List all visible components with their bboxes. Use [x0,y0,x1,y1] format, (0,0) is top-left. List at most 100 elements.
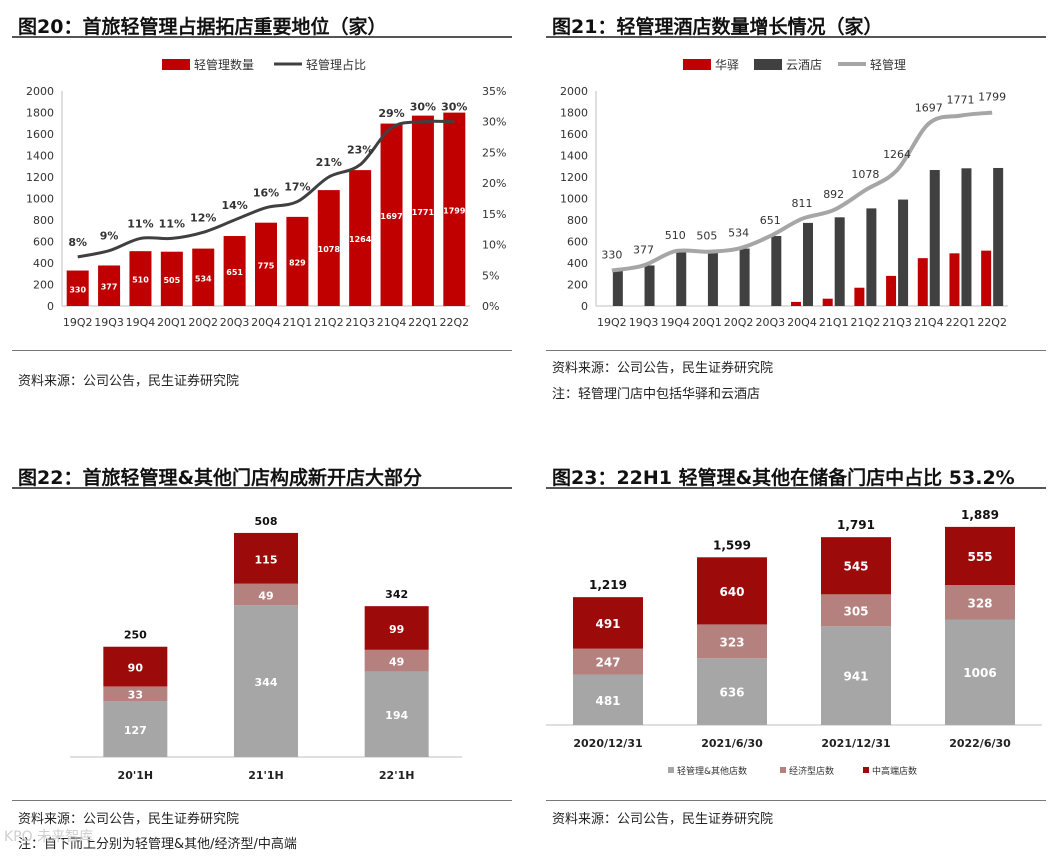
segment-value-label: 555 [967,550,992,564]
stack-segment [103,686,168,701]
segment-value-label: 1006 [963,666,996,680]
stack-segment [234,532,298,584]
stack-segment [945,526,1015,586]
segment-value-label: 127 [124,724,147,737]
y-tick-label: 1800 [560,107,588,120]
segment-value-label: 545 [843,560,868,574]
fig23-chart: 481 247 491 1,219 2020/12/31 636 323 640 1,599 20… [546,508,1042,777]
light-value-label: 534 [728,227,749,240]
light-value-label: 1697 [915,102,943,115]
segment-value-label: 49 [389,656,404,669]
bar-cloud [676,251,687,306]
total-label: 250 [124,629,147,642]
ratio-label: 14% [221,199,247,212]
segment-value-label: 344 [255,676,278,689]
x-tick-label: 19Q2 [63,316,93,329]
bar [98,265,121,306]
segment-value-label: 99 [389,623,404,636]
y-tick-label: 200 [567,279,588,292]
stack-segment [364,649,429,672]
ratio-label: 21% [316,156,342,169]
stack-segment [573,597,643,649]
segment-value-label: 305 [843,604,868,618]
legend-swatch-huayi [683,59,711,70]
legend-swatch-bar [162,59,190,70]
fig20-title: 图20：首旅轻管理占据拓店重要地位（家） [18,16,387,38]
fig20-bottom-rule [12,350,512,351]
segment-value-label: 115 [255,553,278,566]
bar [129,251,152,306]
bar-huayi [886,275,897,306]
y-tick-label: 1400 [26,150,54,163]
segment-value-label: 247 [595,656,620,670]
fig22-title: 图22：首旅轻管理&其他门店构成新开店大部分 [18,467,423,489]
legend-label: 经济型店数 [789,765,834,777]
segment-value-label: 640 [719,585,744,599]
x-tick-label: 20Q4 [787,316,817,329]
stack-segment [364,606,429,650]
y2-tick-label: 35% [482,85,506,98]
fig23-title: 图23：22H1 轻管理&其他在储备门店中占比 53.2% [552,467,1015,489]
y-tick-label: 400 [33,257,54,270]
ratio-label: 11% [159,217,185,230]
segment-value-label: 491 [595,617,620,631]
stack-segment [697,624,767,659]
bar [255,222,277,306]
segment-value-label: 49 [258,589,273,602]
bar-cloud [866,208,877,306]
stack-segment [364,671,429,757]
fig21-note: 注：轻管理门店中包括华驿和云酒店 [552,387,761,402]
bar-cloud [929,170,940,306]
total-label: 508 [255,515,278,528]
segment-value-label: 636 [719,686,744,700]
light-value-label: 651 [760,214,781,227]
legend-label-cloud: 云酒店 [786,58,822,72]
bar-value-label: 651 [226,268,243,277]
y-tick-label: 1000 [26,193,54,206]
stack-segment [697,658,767,725]
fig22-title-rule [12,487,512,489]
bar-value-label: 377 [101,283,118,292]
light-value-label: 330 [601,249,622,262]
legend-label: 轻管理&其他店数 [677,765,747,777]
light-line [611,110,993,273]
fig21-bottom-rule [546,350,1046,351]
bar [349,170,372,306]
bar-cloud [898,199,909,306]
total-label: 1,599 [713,538,751,552]
segment-value-label: 941 [843,670,868,684]
fig22-source: 资料来源：公司公告，民生证券研究院 [18,812,240,827]
stack-segment [103,646,168,687]
bar-value-label: 510 [132,276,149,285]
y-tick-label: 200 [33,279,54,292]
stack-segment [573,648,643,675]
bar [66,270,89,306]
x-tick-label: 19Q4 [660,316,690,329]
light-value-label: 1264 [883,148,911,161]
watermark: KPO 未来智库 [4,829,94,845]
bar-huayi [949,253,960,306]
stack-segment [821,626,891,725]
total-label: 1,791 [837,518,875,532]
stack-segment [821,537,891,595]
x-tick-label: 20Q2 [724,316,754,329]
ratio-label: 17% [284,181,310,194]
fig21-source: 资料来源：公司公告，民生证券研究院 [552,361,774,376]
x-tick-label: 2022/6/30 [949,737,1011,750]
bar-huayi [822,298,833,306]
legend-swatch [863,767,869,773]
y2-tick-label: 15% [482,208,506,221]
bar-value-label: 1697 [380,212,402,221]
x-tick-label: 21Q4 [377,316,407,329]
fig20-title-rule [12,36,512,38]
x-tick-label: 21Q4 [914,316,944,329]
fig22-note: 注：自下而上分别为轻管理&其他/经济型/中高端 [18,837,297,852]
bar-huayi [791,301,801,306]
x-tick-label: 21Q2 [851,316,881,329]
ratio-line [77,119,455,259]
fig23-title-rule [546,487,1046,489]
bar-cloud [707,251,718,306]
y2-tick-label: 20% [482,177,506,190]
x-tick-label: 2020/12/31 [573,737,642,750]
x-tick-label: 22Q1 [408,316,438,329]
